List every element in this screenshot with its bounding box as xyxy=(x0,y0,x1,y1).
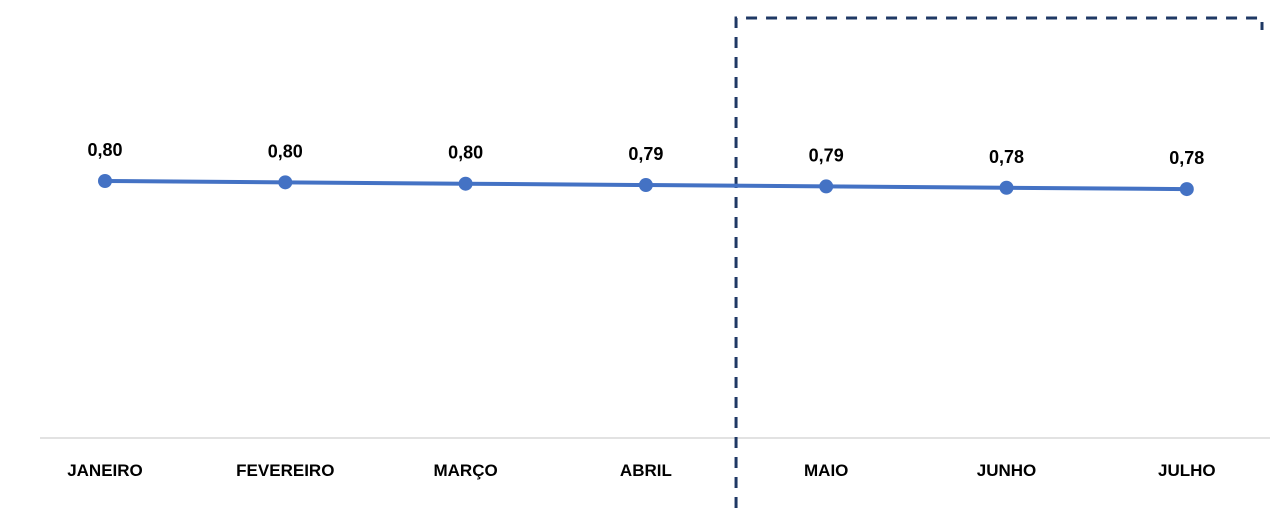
data-label: 0,80 xyxy=(268,141,303,161)
data-point xyxy=(278,175,293,190)
x-tick-label: JULHO xyxy=(1158,461,1216,480)
data-point xyxy=(1179,182,1194,197)
data-point xyxy=(819,179,834,194)
x-tick-label: JUNHO xyxy=(977,461,1037,480)
x-tick-label: ABRIL xyxy=(620,461,672,480)
x-tick-label: MAIO xyxy=(804,461,848,480)
x-tick-label: FEVEREIRO xyxy=(236,461,334,480)
data-label: 0,78 xyxy=(989,147,1024,167)
data-label: 0,79 xyxy=(809,145,844,165)
data-point xyxy=(458,176,473,191)
x-tick-label: MARÇO xyxy=(433,461,497,480)
data-label: 0,80 xyxy=(87,140,122,160)
data-point xyxy=(999,180,1014,195)
x-tick-label: JANEIRO xyxy=(67,461,143,480)
data-point xyxy=(98,174,112,188)
data-label: 0,80 xyxy=(448,143,483,163)
data-point xyxy=(638,178,653,193)
data-label: 0,78 xyxy=(1169,148,1204,168)
data-label: 0,79 xyxy=(628,144,663,164)
highlight-region-border xyxy=(734,16,1264,508)
